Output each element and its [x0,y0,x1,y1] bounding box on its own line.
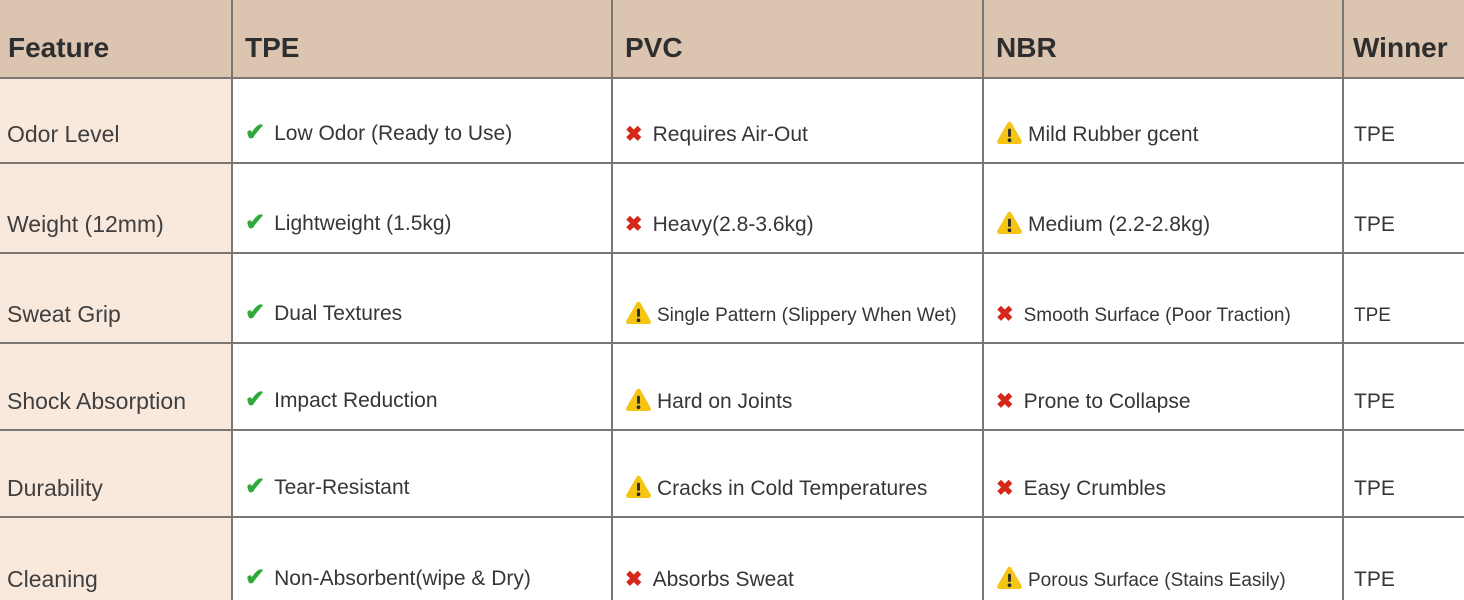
cell-text: Cracks in Cold Temperatures [657,477,928,500]
nbr-cell: Medium (2.2-2.8kg) [982,162,1344,254]
feature-cell: Shock Absorption [0,342,233,431]
nbr-cell: ✖ Prone to Collapse [982,342,1344,431]
tpe-cell: ✔ Low Odor (Ready to Use) [231,77,613,164]
column-header-nbr: NBR [982,0,1344,79]
cell-text: Low Odor (Ready to Use) [274,122,513,145]
cross-icon: ✖ [625,213,643,236]
feature-cell: Weight (12mm) [0,162,233,254]
warning-icon [625,475,652,501]
table-row-sweat-grip: Sweat Grip ✔ Dual Textures Single Pattern… [0,252,1464,344]
nbr-cell: ✖ Smooth Surface (Poor Traction) [982,252,1344,344]
cell-text: Prone to Collapse [1023,390,1191,413]
cell-text: Single Pattern (Slippery When Wet) [657,305,957,326]
cell-text: Mild Rubber gcent [1028,123,1199,146]
column-header-winner: Winner [1342,0,1464,79]
nbr-cell: Porous Surface (Stains Easily) [982,516,1344,600]
table-row-weight: Weight (12mm) ✔ Lightweight (1.5kg) ✖ Heav… [0,162,1464,254]
cell-text: Tear-Resistant [274,476,410,499]
cell-text: Medium (2.2-2.8kg) [1028,213,1211,236]
cell-text: Requires Air-Out [652,123,808,146]
pvc-cell: Single Pattern (Slippery When Wet) [611,252,984,344]
check-icon: ✔ [245,473,266,500]
check-icon: ✔ [245,564,266,591]
feature-cell: Sweat Grip [0,252,233,344]
check-icon: ✔ [245,299,266,326]
cell-text: Impact Reduction [274,389,438,412]
check-icon: ✔ [245,386,266,413]
cell-text: Dual Textures [274,302,403,325]
table-row-durability: Durability ✔ Tear-Resistant Cracks in Col… [0,429,1464,518]
check-icon: ✔ [245,209,266,236]
tpe-cell: ✔ Dual Textures [231,252,613,344]
column-header-feature: Feature [0,0,233,79]
winner-cell: TPE [1342,429,1464,518]
tpe-cell: ✔ Non-Absorbent(wipe & Dry) [231,516,613,600]
feature-cell: Odor Level [0,77,233,164]
cross-icon: ✖ [996,390,1014,413]
cross-icon: ✖ [996,303,1014,326]
warning-icon [996,121,1023,147]
tpe-cell: ✔ Tear-Resistant [231,429,613,518]
winner-cell: TPE [1342,162,1464,254]
warning-icon [625,301,652,327]
winner-cell: TPE [1342,252,1464,344]
pvc-cell: ✖ Heavy(2.8-3.6kg) [611,162,984,254]
winner-cell: TPE [1342,342,1464,431]
cross-icon: ✖ [625,123,643,146]
table-row-shock-absorption: Shock Absorption ✔ Impact Reduction Hard … [0,342,1464,431]
feature-cell: Cleaning [0,516,233,600]
cell-text: Lightweight (1.5kg) [274,212,452,235]
feature-cell: Durability [0,429,233,518]
cross-icon: ✖ [625,568,643,591]
header-row: Feature TPE PVC NBR Winner [0,0,1464,79]
pvc-cell: ✖ Requires Air-Out [611,77,984,164]
winner-cell: TPE [1342,516,1464,600]
pvc-cell: Cracks in Cold Temperatures [611,429,984,518]
cell-text: Hard on Joints [657,390,793,413]
cell-text: Non-Absorbent(wipe & Dry) [274,567,531,590]
nbr-cell: Mild Rubber gcent [982,77,1344,164]
cell-text: Easy Crumbles [1023,477,1166,500]
pvc-cell: ✖ Absorbs Sweat [611,516,984,600]
nbr-cell: ✖ Easy Crumbles [982,429,1344,518]
cell-text: Absorbs Sweat [652,568,794,591]
warning-icon [996,566,1023,592]
cross-icon: ✖ [996,477,1014,500]
tpe-cell: ✔ Impact Reduction [231,342,613,431]
tpe-cell: ✔ Lightweight (1.5kg) [231,162,613,254]
cell-text: Smooth Surface (Poor Traction) [1023,305,1291,326]
warning-icon [625,388,652,414]
column-header-tpe: TPE [231,0,613,79]
table-row-odor-level: Odor Level ✔ Low Odor (Ready to Use) ✖ Req… [0,77,1464,164]
cell-text: Porous Surface (Stains Easily) [1028,570,1286,591]
winner-cell: TPE [1342,77,1464,164]
column-header-pvc: PVC [611,0,984,79]
warning-icon [996,211,1023,237]
check-icon: ✔ [245,119,266,146]
pvc-cell: Hard on Joints [611,342,984,431]
table-row-cleaning: Cleaning ✔ Non-Absorbent(wipe & Dry) ✖ Abs… [0,516,1464,600]
cell-text: Heavy(2.8-3.6kg) [652,213,814,236]
